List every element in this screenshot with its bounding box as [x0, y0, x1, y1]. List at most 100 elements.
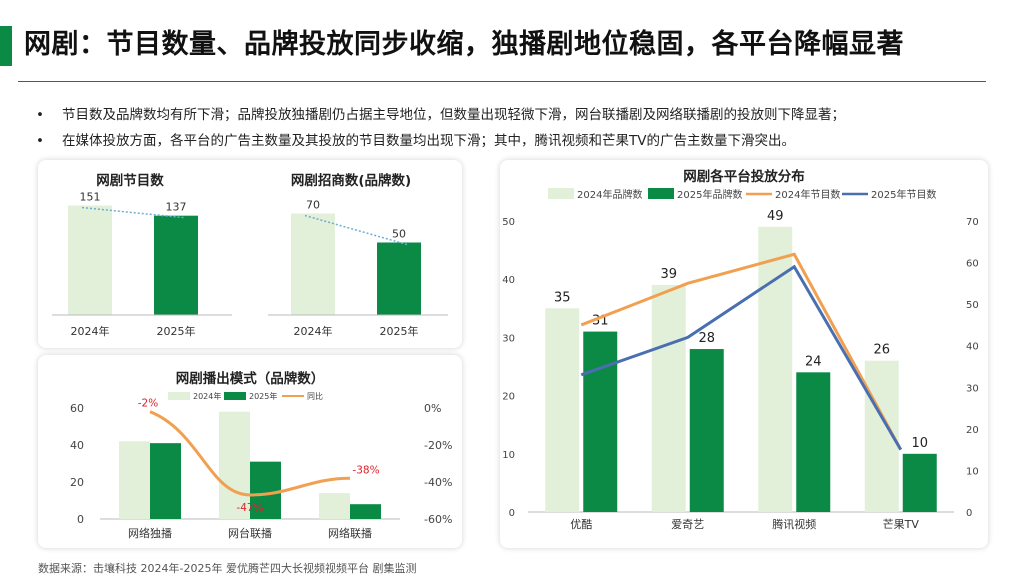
y2-tick-label: 10	[966, 466, 979, 477]
data-label: 26	[873, 343, 890, 358]
bar-programs-0	[68, 205, 112, 315]
data-label: 35	[554, 290, 571, 305]
bullet-text: 节目数及品牌数均有所下滑；品牌投放独播剧仍占据主导地位，但数量出现轻微下滑，网台…	[62, 107, 845, 123]
data-label: 151	[80, 191, 101, 204]
source-note: 数据来源：击壤科技 2024年-2025年 爱优腾芒四大长视频视频平台 剧集监测	[38, 562, 417, 575]
legend-label: 2024年品牌数	[577, 188, 642, 201]
y-tick-label: 40	[70, 439, 84, 452]
y-tick-label: 50	[502, 217, 515, 228]
chart-title: 网剧节目数	[96, 172, 164, 189]
x-tick-label: 网台联播	[228, 526, 272, 540]
legend-label: 2025年品牌数	[677, 188, 742, 201]
title-accent-bar	[0, 26, 12, 66]
x-tick-label: 2024年	[71, 324, 110, 338]
bar-platform-1-2	[796, 372, 831, 512]
yoy-label: -38%	[352, 464, 379, 476]
bar-platform-1-0	[583, 331, 618, 512]
y-tick-label: 10	[502, 450, 515, 461]
broadcast-mode-chart: 网剧播出模式（品牌数） 2024年 2025年 同比 60 40 20 0 0% -20% -40%…	[70, 370, 452, 540]
data-label: 10	[911, 436, 928, 451]
line-2024-programs	[580, 252, 903, 451]
data-label: 28	[698, 331, 715, 346]
x-tick-label: 优酷	[570, 518, 592, 531]
y-tick-label: 0	[77, 513, 84, 526]
y2-tick-label: 60	[966, 259, 979, 270]
trend-line-brands	[304, 214, 408, 246]
panel-bottom-left: 网剧播出模式（品牌数） 2024年 2025年 同比 60 40 20 0 0% -20% -40%…	[38, 355, 462, 548]
legend-label: 2025年	[249, 391, 277, 401]
line-2025-programs	[580, 264, 903, 451]
bar-platform-0-0	[545, 308, 580, 512]
y-tick-label: 0	[509, 508, 515, 519]
y-tick-label: 40	[502, 275, 515, 286]
bullet-item: • 在媒体投放方面，各平台的广告主数量及其投放的节目数量均出现下滑；其中，腾讯视…	[36, 130, 996, 156]
bar-platform-1-1	[689, 349, 724, 512]
y-tick-label: 20	[502, 392, 515, 403]
y2-tick-label: 0	[966, 508, 972, 519]
legend-swatch	[548, 188, 574, 199]
bar-programs-1	[154, 215, 198, 315]
y2-tick-label: -60%	[424, 513, 452, 526]
legend-swatch	[224, 392, 246, 400]
bullet-item: • 节目数及品牌数均有所下滑；品牌投放独播剧仍占据主导地位，但数量出现轻微下滑，…	[36, 104, 996, 130]
data-label: 137	[166, 201, 187, 214]
x-tick-label: 芒果TV	[883, 518, 920, 531]
y-tick-label: 30	[502, 333, 515, 344]
y2-tick-label: -20%	[424, 439, 452, 452]
trend-line-programs	[81, 206, 185, 219]
x-tick-label: 爱奇艺	[671, 518, 704, 531]
legend-swatch	[648, 188, 674, 199]
x-tick-label: 2024年	[294, 324, 333, 338]
y2-tick-label: 40	[966, 342, 979, 353]
x-tick-label: 2025年	[380, 324, 419, 338]
bar-platform-1-3	[902, 453, 937, 512]
legend-label: 2024年节目数	[775, 188, 840, 201]
panel-right: 网剧各平台投放分布 2024年品牌数 2025年品牌数 2024年节目数 2025年节目…	[500, 160, 988, 548]
yoy-line	[149, 410, 351, 497]
legend-label: 2024年	[193, 391, 221, 401]
data-label: 50	[392, 228, 406, 241]
bullet-text: 在媒体投放方面，各平台的广告主数量及其投放的节目数量均出现下滑；其中，腾讯视频和…	[62, 133, 795, 149]
bar-mode-0-2	[319, 493, 350, 519]
bar-brands-1	[377, 242, 421, 315]
bullet-marker: •	[36, 133, 44, 149]
bar-mode-1-0	[150, 443, 181, 519]
panel-top-left: 网剧节目数 151 2024年 137 2025年 网剧招商数(品牌数) 70 2024年 50…	[38, 160, 462, 348]
x-tick-label: 网络独播	[128, 526, 172, 540]
bar-platform-0-1	[651, 285, 686, 512]
y2-tick-label: 50	[966, 300, 979, 311]
x-tick-label: 2025年	[157, 324, 196, 338]
bar-mode-1-2	[350, 504, 381, 519]
bullet-marker: •	[36, 107, 44, 123]
yoy-label: -47%	[236, 502, 263, 514]
y2-tick-label: 70	[966, 217, 979, 228]
data-label: 24	[805, 354, 822, 369]
x-tick-label: 网络联播	[328, 526, 372, 540]
bar-brands-0	[291, 213, 335, 315]
legend-label: 2025年节目数	[871, 188, 936, 201]
programs-brands-charts: 网剧节目数 151 2024年 137 2025年 网剧招商数(品牌数) 70 2024年 50…	[52, 172, 448, 338]
y2-tick-label: 0%	[424, 402, 441, 415]
bar-mode-0-1	[219, 411, 250, 519]
title-divider	[18, 81, 986, 82]
chart-title: 网剧招商数(品牌数)	[291, 172, 411, 189]
chart-title: 网剧播出模式（品牌数）	[176, 370, 325, 387]
legend-label: 同比	[307, 391, 323, 401]
x-tick-label: 腾讯视频	[772, 517, 816, 531]
data-label: 70	[306, 199, 320, 212]
yoy-label: -2%	[138, 398, 158, 410]
data-label: 49	[767, 209, 784, 224]
y2-tick-label: 30	[966, 383, 979, 394]
platform-distribution-chart: 网剧各平台投放分布 2024年品牌数 2025年品牌数 2024年节目数 2025年节目…	[502, 168, 979, 531]
y-tick-label: 20	[70, 476, 84, 489]
data-label: 39	[660, 267, 677, 282]
y2-tick-label: -40%	[424, 476, 452, 489]
bar-mode-1-1	[250, 461, 281, 519]
bar-mode-0-0	[119, 441, 150, 519]
y-tick-label: 60	[70, 402, 84, 415]
bullet-list: • 节目数及品牌数均有所下滑；品牌投放独播剧仍占据主导地位，但数量出现轻微下滑，…	[36, 104, 996, 156]
bar-platform-0-2	[758, 226, 793, 512]
y2-tick-label: 20	[966, 425, 979, 436]
chart-title: 网剧各平台投放分布	[683, 168, 805, 185]
page-title: 网剧：节目数量、品牌投放同步收缩，独播剧地位稳固，各平台降幅显著	[24, 29, 904, 60]
